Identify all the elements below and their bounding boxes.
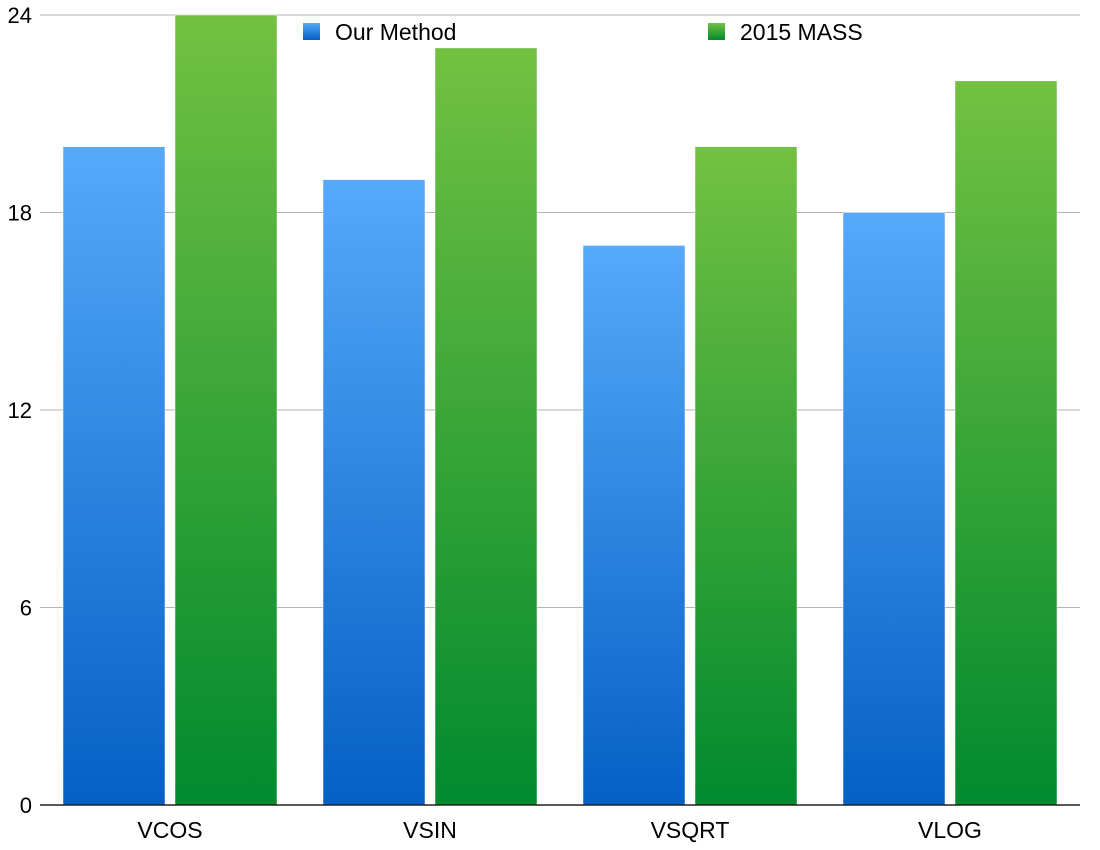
y-tick-label: 0	[20, 793, 32, 818]
x-tick-label: VSQRT	[651, 817, 730, 843]
legend-swatch-our-method	[303, 23, 320, 40]
bar-mass-vcos	[174, 14, 278, 806]
bar-our-method-vsin	[322, 179, 426, 806]
bar-our-method-vcos	[62, 146, 166, 806]
y-tick-label: 24	[8, 3, 32, 28]
bar-mass-vsin	[434, 47, 538, 806]
bars	[62, 14, 1058, 806]
x-tick-label: VCOS	[137, 817, 202, 843]
bar-mass-vlog	[954, 80, 1058, 806]
x-tick-label: VSIN	[403, 817, 457, 843]
y-tick-label: 12	[8, 398, 32, 423]
axes: 0 6 12 18 24 VCOS VSIN VSQRT VLOG	[8, 3, 1080, 843]
y-tick-label: 18	[8, 201, 32, 226]
x-tick-label: VLOG	[918, 817, 982, 843]
bar-our-method-vlog	[842, 212, 946, 806]
y-tick-label: 6	[20, 596, 32, 621]
bar-our-method-vsqrt	[582, 245, 686, 806]
legend-label: 2015 MASS	[740, 19, 863, 45]
bar-mass-vsqrt	[694, 146, 798, 806]
legend-swatch-mass	[708, 23, 725, 40]
legend-label: Our Method	[335, 19, 456, 45]
legend: Our Method 2015 MASS	[303, 19, 863, 45]
